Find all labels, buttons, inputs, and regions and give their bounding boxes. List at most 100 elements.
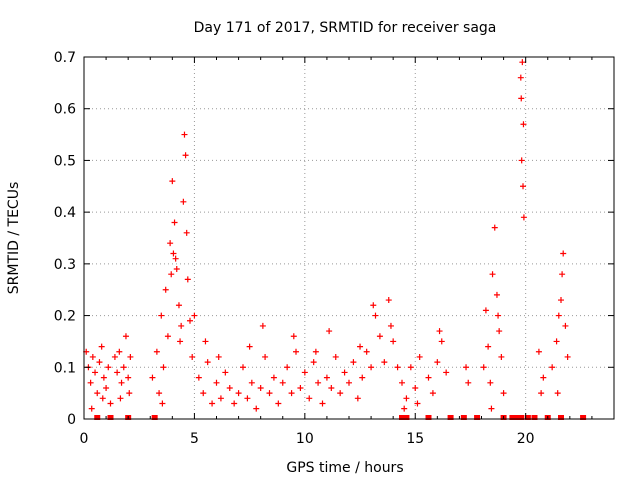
data-point: [553, 338, 560, 345]
zero-value-marker: [460, 415, 467, 420]
data-point: [297, 384, 304, 391]
data-point: [153, 348, 160, 355]
data-point: [436, 328, 443, 335]
x-tick-label: 20: [517, 431, 535, 447]
data-point: [92, 369, 99, 376]
data-point: [99, 395, 106, 402]
data-point: [562, 322, 569, 329]
data-point: [183, 229, 190, 236]
data-point: [171, 219, 178, 226]
grid-layer: [84, 57, 614, 419]
zero-value-marker: [403, 415, 410, 420]
data-point: [463, 364, 470, 371]
data-point: [204, 359, 211, 366]
zero-value-marker: [580, 415, 587, 420]
data-point: [170, 250, 177, 257]
x-tick-label: 10: [296, 431, 314, 447]
data-point: [559, 271, 566, 278]
data-point: [122, 333, 129, 340]
data-point: [257, 384, 264, 391]
data-point: [425, 374, 432, 381]
data-point: [558, 297, 564, 304]
data-point: [184, 276, 191, 283]
data-point: [310, 359, 317, 366]
data-point: [354, 395, 361, 402]
data-point: [401, 405, 408, 412]
data-point: [357, 343, 364, 350]
zero-value-marker: [513, 415, 520, 420]
data-point: [209, 400, 216, 407]
zero-value-marker: [447, 415, 454, 420]
data-point: [177, 338, 184, 345]
data-point: [416, 353, 423, 360]
x-tick-label: 5: [190, 431, 199, 447]
data-point: [117, 395, 124, 402]
data-point: [107, 400, 114, 407]
data-point: [125, 374, 132, 381]
data-point: [337, 390, 344, 397]
y-tick-label: 0.1: [54, 360, 76, 376]
y-tick-label: 0: [67, 412, 76, 428]
data-point: [231, 400, 238, 407]
data-point: [341, 369, 348, 376]
data-point: [387, 322, 394, 329]
y-tick-label: 0.7: [54, 50, 76, 66]
data-point: [284, 364, 291, 371]
data-point: [187, 317, 193, 324]
data-point: [156, 390, 163, 397]
data-point: [554, 390, 561, 397]
data-point: [164, 333, 171, 340]
data-point: [496, 328, 503, 335]
data-point: [328, 384, 335, 391]
data-point: [414, 400, 421, 407]
data-point: [538, 390, 545, 397]
data-point: [167, 240, 174, 247]
data-point: [376, 333, 383, 340]
data-point: [213, 379, 220, 386]
data-point: [182, 152, 189, 159]
zero-value-marker: [531, 415, 538, 420]
data-point: [326, 328, 333, 335]
data-point: [98, 343, 105, 350]
data-point: [244, 395, 251, 402]
data-point: [485, 343, 492, 350]
data-point: [491, 224, 498, 231]
data-point: [517, 74, 524, 81]
data-point: [118, 379, 125, 386]
data-point: [222, 369, 229, 376]
data-point: [381, 359, 388, 366]
data-point: [270, 374, 277, 381]
data-point: [495, 312, 502, 319]
data-point: [253, 405, 260, 412]
data-point: [88, 405, 95, 412]
data-point: [482, 307, 489, 314]
data-point: [103, 384, 110, 391]
data-point: [332, 353, 339, 360]
data-point: [96, 359, 103, 366]
data-point: [359, 374, 366, 381]
y-tick-label: 0.6: [54, 102, 76, 118]
data-point: [235, 390, 242, 397]
data-point: [200, 390, 207, 397]
data-point: [315, 379, 322, 386]
data-point: [434, 359, 441, 366]
data-point: [162, 286, 169, 293]
data-point: [105, 364, 112, 371]
data-point: [226, 384, 233, 391]
data-point: [259, 322, 266, 329]
x-tick-label: 0: [80, 431, 89, 447]
y-tick-label: 0.4: [54, 205, 76, 221]
data-point: [149, 374, 156, 381]
points-layer: [83, 59, 571, 412]
zero-value-marker: [151, 415, 158, 420]
data-point: [372, 312, 379, 319]
data-point: [127, 353, 134, 360]
data-point: [520, 183, 527, 190]
data-point: [518, 95, 525, 102]
data-point: [89, 353, 96, 360]
data-point: [518, 157, 525, 164]
y-axis-label: SRMTID / TECUs: [6, 182, 22, 295]
data-point: [189, 353, 196, 360]
x-axis-label: GPS time / hours: [286, 460, 403, 476]
data-point: [120, 364, 127, 371]
